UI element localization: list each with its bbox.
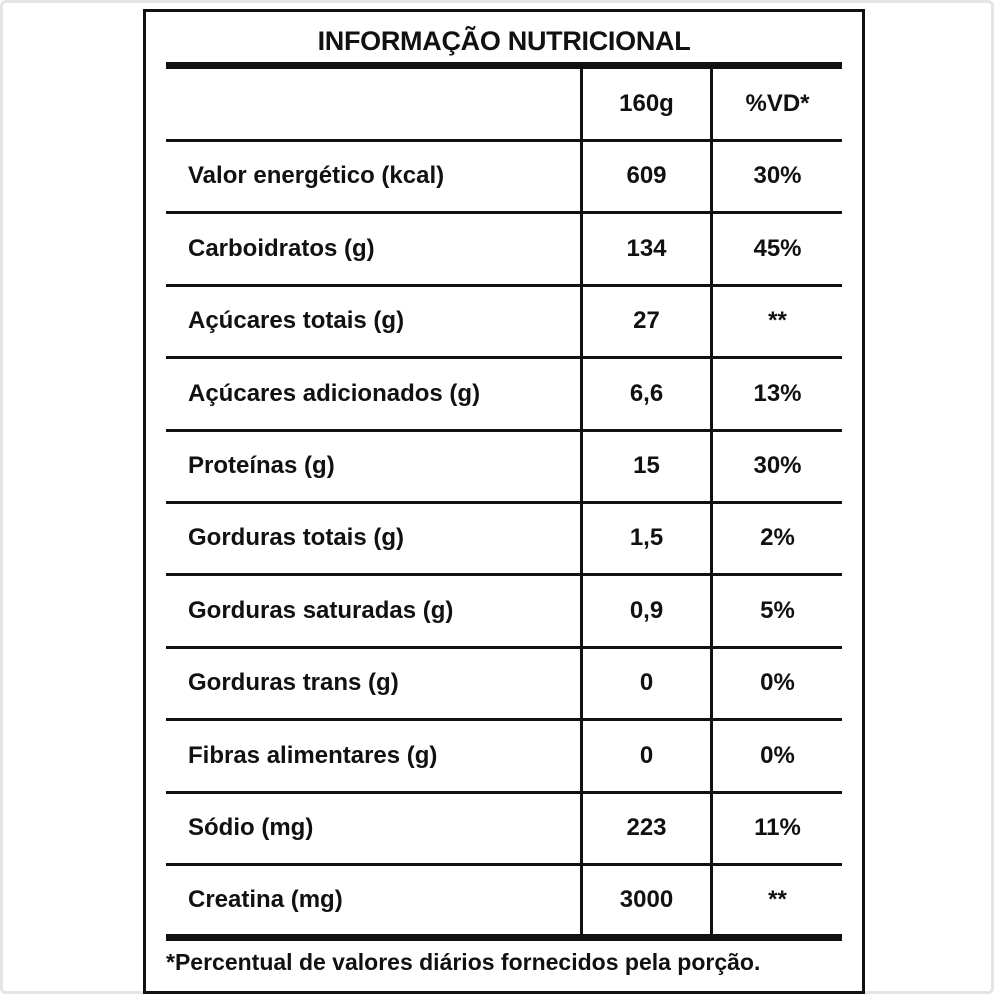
- nutrient-quantity: 609: [626, 162, 667, 190]
- row-separator: [166, 863, 842, 866]
- footnote: *Percentual de valores diários fornecido…: [166, 949, 761, 975]
- nutrient-name: Valor energético (kcal): [188, 162, 445, 190]
- nutrition-facts-label: INFORMAÇÃO NUTRICIONAL 160g %VD* Valor e…: [143, 9, 865, 994]
- bottom-thick-rule: [166, 934, 842, 941]
- nutrient-name: Gorduras trans (g): [188, 669, 399, 697]
- nutrient-daily-value: 30%: [753, 162, 802, 190]
- nutrient-daily-value: 0%: [760, 669, 795, 697]
- nutrient-daily-value: 45%: [753, 234, 802, 262]
- row-separator: [166, 645, 842, 649]
- nutrient-daily-value: 0%: [760, 741, 795, 769]
- label-title: INFORMAÇÃO NUTRICIONAL: [317, 26, 691, 56]
- nutrient-quantity: 0: [639, 669, 654, 697]
- nutrient-name: Gorduras saturadas (g): [188, 596, 454, 624]
- row-separator: [166, 790, 842, 794]
- row-separator: [166, 283, 842, 287]
- header-nutrient: [188, 69, 578, 139]
- nutrient-quantity: 0: [639, 741, 654, 769]
- nutrient-name: Açúcares totais (g): [188, 307, 405, 335]
- row-separator: [166, 573, 842, 577]
- nutrient-quantity: 1,5: [629, 524, 664, 552]
- row-separator: [166, 139, 842, 142]
- nutrient-daily-value: 2%: [760, 524, 795, 552]
- header-portion: 160g: [619, 90, 674, 117]
- nutrient-name: Gorduras totais (g): [188, 524, 405, 552]
- nutrient-daily-value: 5%: [760, 596, 795, 624]
- nutrient-daily-value: 13%: [753, 379, 802, 407]
- nutrient-daily-value: **: [768, 307, 787, 335]
- nutrient-quantity: 27: [633, 307, 660, 335]
- top-thick-rule: [166, 62, 842, 69]
- row-separator: [166, 718, 842, 722]
- nutrient-daily-value: 11%: [754, 814, 801, 841]
- nutrient-quantity: 223: [626, 814, 667, 841]
- nutrient-quantity: 6,6: [629, 379, 664, 407]
- nutrient-quantity: 15: [633, 452, 660, 479]
- nutrient-name: Açúcares adicionados (g): [188, 379, 481, 407]
- nutrient-daily-value: **: [768, 886, 787, 914]
- nutrient-quantity: 3000: [619, 886, 674, 914]
- row-separator: [166, 428, 842, 432]
- nutrient-name: Creatina (mg): [188, 886, 343, 914]
- nutrient-name: Fibras alimentares (g): [188, 741, 438, 769]
- header-daily-value: %VD*: [745, 90, 810, 117]
- nutrient-name: Sódio (mg): [188, 814, 314, 841]
- row-separator: [166, 356, 842, 360]
- row-separator: [166, 211, 842, 215]
- nutrient-quantity: 134: [626, 234, 667, 262]
- nutrient-daily-value: 30%: [753, 452, 802, 479]
- row-separator: [166, 501, 842, 504]
- nutrient-name: Proteínas (g): [188, 452, 335, 479]
- nutrient-quantity: 0,9: [629, 596, 664, 624]
- nutrient-name: Carboidratos (g): [188, 234, 375, 262]
